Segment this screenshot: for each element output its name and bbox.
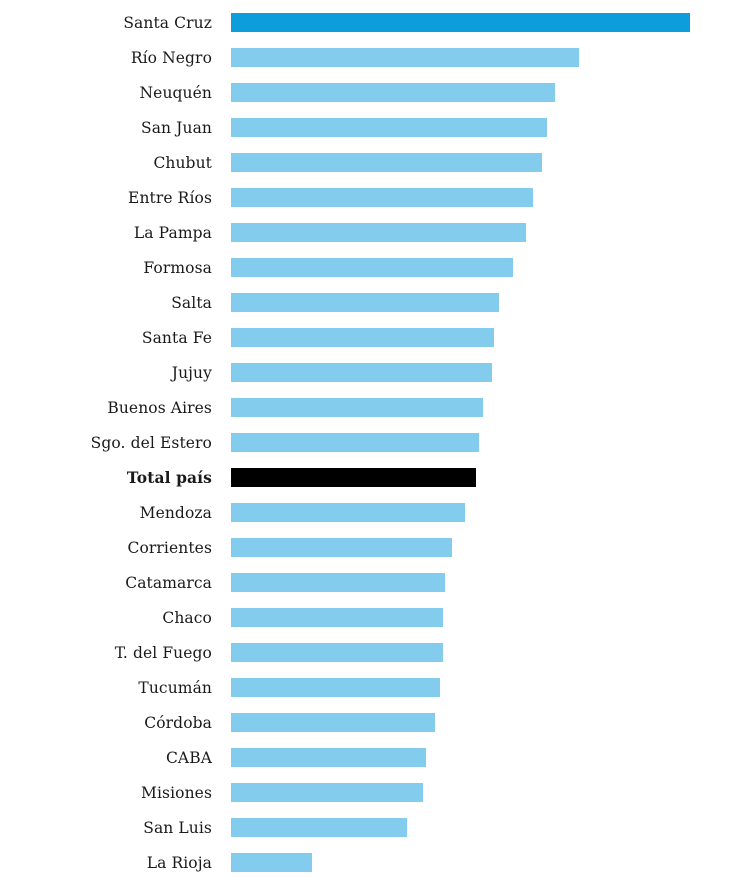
bar <box>231 153 542 172</box>
category-label: Tucumán <box>138 678 212 697</box>
bar <box>231 118 547 137</box>
bar <box>231 83 555 102</box>
category-label: Mendoza <box>139 503 212 522</box>
category-label: Jujuy <box>171 363 212 382</box>
bar <box>231 538 452 557</box>
bar <box>231 293 499 312</box>
chart-row: Tucumán <box>0 670 753 705</box>
category-label: Buenos Aires <box>107 398 212 417</box>
bar <box>231 678 440 697</box>
bar <box>231 783 423 802</box>
chart-row: La Pampa <box>0 215 753 250</box>
bar <box>231 643 443 662</box>
bar <box>231 503 465 522</box>
bar-highlighted <box>231 13 690 32</box>
category-label: Catamarca <box>125 573 212 592</box>
chart-row: Chaco <box>0 600 753 635</box>
bar <box>231 608 443 627</box>
bar <box>231 48 579 67</box>
chart-row: Córdoba <box>0 705 753 740</box>
category-label: Chubut <box>153 153 212 172</box>
category-label: Neuquén <box>139 83 212 102</box>
bar <box>231 818 407 837</box>
category-label: Santa Cruz <box>123 13 212 32</box>
category-label: Total país <box>126 468 212 487</box>
chart-row: Corrientes <box>0 530 753 565</box>
category-label: Río Negro <box>130 48 212 67</box>
chart-row: Neuquén <box>0 75 753 110</box>
chart-row: La Rioja <box>0 845 753 880</box>
category-label: Sgo. del Estero <box>90 433 212 452</box>
chart-row: Santa Fe <box>0 320 753 355</box>
chart-row: Santa Cruz <box>0 5 753 40</box>
category-label: La Pampa <box>133 223 212 242</box>
chart-row: Entre Ríos <box>0 180 753 215</box>
chart-row: San Luis <box>0 810 753 845</box>
chart-row: Salta <box>0 285 753 320</box>
category-label: San Juan <box>141 118 212 137</box>
bar <box>231 398 483 417</box>
chart-row: Catamarca <box>0 565 753 600</box>
category-label: Corrientes <box>127 538 212 557</box>
category-label: Entre Ríos <box>128 188 212 207</box>
chart-row: Mendoza <box>0 495 753 530</box>
category-label: San Luis <box>143 818 212 837</box>
bar <box>231 258 513 277</box>
category-label: Misiones <box>141 783 212 802</box>
category-label: Córdoba <box>144 713 212 732</box>
bar <box>231 223 526 242</box>
bar <box>231 573 445 592</box>
bar <box>231 748 426 767</box>
chart-row: Sgo. del Estero <box>0 425 753 460</box>
category-label: La Rioja <box>146 853 212 872</box>
bar-total <box>231 468 476 487</box>
category-label: T. del Fuego <box>114 643 212 662</box>
bar <box>231 188 533 207</box>
bar <box>231 363 492 382</box>
chart-row: Chubut <box>0 145 753 180</box>
bar <box>231 433 479 452</box>
chart-row: San Juan <box>0 110 753 145</box>
chart-row: T. del Fuego <box>0 635 753 670</box>
chart-row: Jujuy <box>0 355 753 390</box>
chart-row: Total país <box>0 460 753 495</box>
category-label: Salta <box>171 293 212 312</box>
chart-row: Formosa <box>0 250 753 285</box>
bar <box>231 713 435 732</box>
chart-row: Buenos Aires <box>0 390 753 425</box>
category-label: Formosa <box>143 258 212 277</box>
chart-row: Misiones <box>0 775 753 810</box>
chart-row: Río Negro <box>0 40 753 75</box>
bar <box>231 853 312 872</box>
chart-row: CABA <box>0 740 753 775</box>
category-label: Santa Fe <box>141 328 212 347</box>
category-label: CABA <box>165 748 212 767</box>
category-label: Chaco <box>162 608 212 627</box>
bar <box>231 328 494 347</box>
